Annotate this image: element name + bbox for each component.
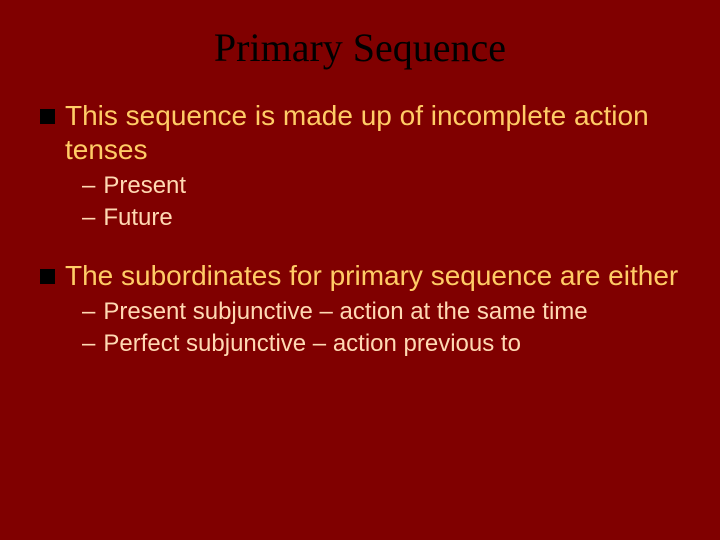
spacer bbox=[40, 235, 680, 249]
sub-bullet-text: Present subjunctive – action at the same… bbox=[103, 297, 587, 327]
bullet-level1: This sequence is made up of incomplete a… bbox=[40, 99, 680, 167]
sub-bullet-text: Present bbox=[103, 171, 186, 201]
square-bullet-icon bbox=[40, 269, 55, 284]
dash-icon: – bbox=[82, 171, 95, 201]
sub-bullet-text: Perfect subjunctive – action previous to bbox=[103, 329, 521, 359]
bullet-level2: – Present bbox=[82, 171, 680, 201]
bullet-text: The subordinates for primary sequence ar… bbox=[65, 259, 678, 293]
dash-icon: – bbox=[82, 329, 95, 359]
slide-title: Primary Sequence bbox=[40, 24, 680, 71]
bullet-text: This sequence is made up of incomplete a… bbox=[65, 99, 680, 167]
bullet-level2: – Perfect subjunctive – action previous … bbox=[82, 329, 680, 359]
bullet-level2: – Future bbox=[82, 203, 680, 233]
dash-icon: – bbox=[82, 203, 95, 233]
dash-icon: – bbox=[82, 297, 95, 327]
bullet-level1: The subordinates for primary sequence ar… bbox=[40, 259, 680, 293]
slide: Primary Sequence This sequence is made u… bbox=[0, 0, 720, 540]
sub-bullet-text: Future bbox=[103, 203, 172, 233]
bullet-level2: – Present subjunctive – action at the sa… bbox=[82, 297, 680, 327]
square-bullet-icon bbox=[40, 109, 55, 124]
